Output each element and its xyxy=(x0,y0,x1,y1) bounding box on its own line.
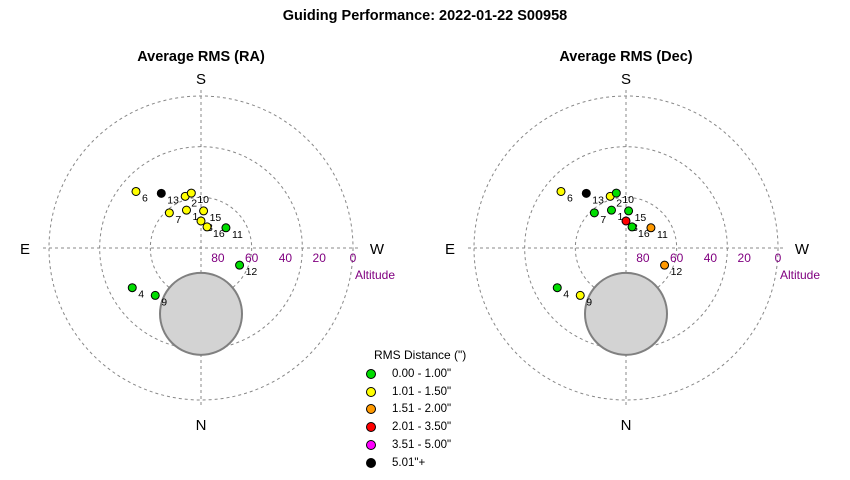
legend-item: 2.01 - 3.50" xyxy=(360,418,510,436)
data-point-label-12: 12 xyxy=(671,266,683,278)
direction-label-left: E xyxy=(20,241,30,258)
altitude-tick-label: 0 xyxy=(350,251,357,265)
altitude-tick-label: 80 xyxy=(636,251,650,265)
altitude-tick-label: 60 xyxy=(670,251,684,265)
data-point-label-11: 11 xyxy=(657,229,668,241)
legend-item: 1.01 - 1.50" xyxy=(360,383,510,401)
data-point-11 xyxy=(646,223,656,233)
legend-item: 3.51 - 5.00" xyxy=(360,436,510,454)
data-point-label-13: 13 xyxy=(167,194,179,206)
data-point-7 xyxy=(164,208,174,218)
plot-title: Average RMS (Dec) xyxy=(559,49,692,65)
legend-swatch xyxy=(366,457,376,468)
data-point-9 xyxy=(575,290,585,300)
data-point-label-9: 9 xyxy=(586,296,592,308)
legend-item: 0.00 - 1.00" xyxy=(360,365,510,383)
direction-label-bottom: N xyxy=(621,417,632,434)
data-point-15 xyxy=(624,206,634,216)
direction-label-right: W xyxy=(370,241,385,258)
data-point-12 xyxy=(660,260,670,270)
data-point-label-7: 7 xyxy=(600,214,606,226)
data-point-1 xyxy=(606,205,616,215)
data-point-13 xyxy=(581,188,591,198)
data-point-label-12: 12 xyxy=(246,266,258,278)
altitude-axis-label: Altitude xyxy=(780,268,820,282)
data-point-3 xyxy=(621,216,631,226)
moon-disc xyxy=(159,271,243,356)
data-point-12 xyxy=(235,260,245,270)
data-point-10 xyxy=(186,188,196,198)
polar-plot-dec: Average RMS (Dec)SNEW806040200Altitude32… xyxy=(445,49,820,434)
legend: RMS Distance (") 0.00 - 1.00" 1.01 - 1.50… xyxy=(360,348,510,472)
legend-title: RMS Distance (") xyxy=(374,348,467,362)
data-point-label-16: 16 xyxy=(213,228,225,240)
polar-plot-ra: Average RMS (RA)SNEW806040200Altitude321… xyxy=(20,49,395,434)
data-point-16 xyxy=(627,222,637,232)
data-point-label-7: 7 xyxy=(175,214,181,226)
legend-swatch xyxy=(366,404,376,415)
direction-label-left: E xyxy=(445,241,455,258)
legend-label: 5.01"+ xyxy=(392,456,426,469)
data-point-label-11: 11 xyxy=(232,229,243,241)
data-point-4 xyxy=(552,283,562,293)
data-point-6 xyxy=(131,186,141,196)
direction-label-bottom: N xyxy=(196,417,207,434)
data-point-13 xyxy=(156,188,166,198)
data-point-label-10: 10 xyxy=(197,194,209,206)
legend-label: 2.01 - 3.50" xyxy=(392,421,452,434)
direction-label-top: S xyxy=(196,71,206,88)
data-point-label-16: 16 xyxy=(638,228,650,240)
data-point-label-10: 10 xyxy=(622,194,634,206)
legend-swatch xyxy=(366,440,376,451)
direction-label-right: W xyxy=(795,241,810,258)
legend-label: 1.01 - 1.50" xyxy=(392,385,452,398)
data-point-4 xyxy=(127,283,137,293)
data-point-6 xyxy=(556,186,566,196)
altitude-tick-label: 40 xyxy=(279,251,293,265)
data-point-3 xyxy=(196,216,206,226)
legend-label: 0.00 - 1.00" xyxy=(392,367,452,380)
data-point-7 xyxy=(589,208,599,218)
altitude-tick-label: 80 xyxy=(211,251,225,265)
legend-label: 3.51 - 5.00" xyxy=(392,439,452,452)
direction-label-top: S xyxy=(621,71,631,88)
chart-main-title: Guiding Performance: 2022-01-22 S00958 xyxy=(282,8,568,24)
data-point-label-6: 6 xyxy=(142,192,148,204)
data-point-label-4: 4 xyxy=(138,289,144,301)
altitude-tick-label: 20 xyxy=(313,251,327,265)
altitude-tick-label: 40 xyxy=(704,251,718,265)
altitude-tick-label: 0 xyxy=(775,251,782,265)
altitude-tick-label: 20 xyxy=(738,251,752,265)
altitude-axis-label: Altitude xyxy=(355,268,395,282)
data-point-10 xyxy=(611,188,621,198)
altitude-tick-label: 60 xyxy=(245,251,259,265)
legend-swatch xyxy=(366,386,376,397)
data-point-label-15: 15 xyxy=(635,212,647,224)
data-point-label-9: 9 xyxy=(161,296,167,308)
data-point-label-15: 15 xyxy=(210,212,222,224)
data-point-9 xyxy=(150,290,160,300)
data-point-label-13: 13 xyxy=(592,194,604,206)
data-point-label-4: 4 xyxy=(563,289,569,301)
data-point-15 xyxy=(199,206,209,216)
plot-title: Average RMS (RA) xyxy=(137,49,265,65)
data-point-11 xyxy=(221,223,231,233)
legend-swatch xyxy=(366,422,376,433)
data-point-label-2: 2 xyxy=(191,197,197,209)
data-point-16 xyxy=(202,222,212,232)
data-point-label-1: 1 xyxy=(617,211,623,223)
data-point-label-2: 2 xyxy=(616,197,622,209)
legend-swatch xyxy=(366,368,376,379)
data-point-label-6: 6 xyxy=(567,192,573,204)
data-point-1 xyxy=(181,205,191,215)
data-point-label-1: 1 xyxy=(192,211,198,223)
legend-item: 5.01"+ xyxy=(360,454,510,472)
legend-item: 1.51 - 2.00" xyxy=(360,401,510,419)
moon-disc xyxy=(584,271,668,356)
legend-label: 1.51 - 2.00" xyxy=(392,403,452,416)
